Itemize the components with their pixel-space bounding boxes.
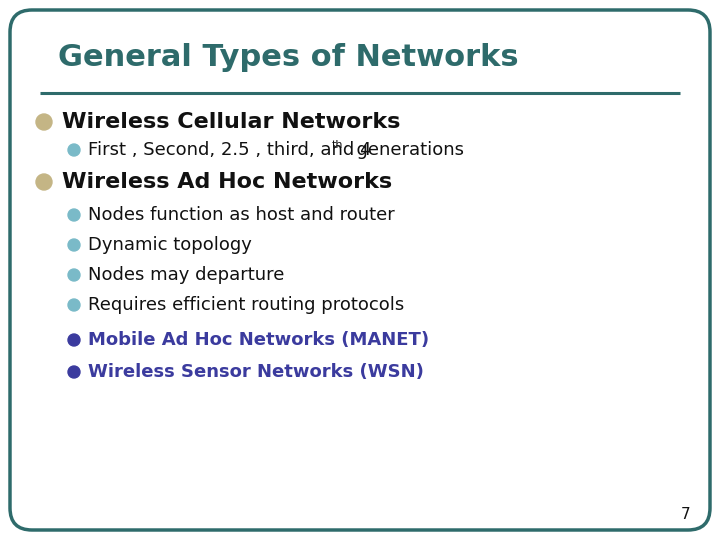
Text: generations: generations [345, 141, 464, 159]
Circle shape [68, 334, 80, 346]
Circle shape [36, 114, 52, 130]
Text: Requires efficient routing protocols: Requires efficient routing protocols [88, 296, 404, 314]
Text: Wireless Sensor Networks (WSN): Wireless Sensor Networks (WSN) [88, 363, 424, 381]
Text: Wireless Ad Hoc Networks: Wireless Ad Hoc Networks [62, 172, 392, 192]
Text: First , Second, 2.5 , third, and 4: First , Second, 2.5 , third, and 4 [88, 141, 372, 159]
Circle shape [68, 144, 80, 156]
Circle shape [68, 209, 80, 221]
Text: th: th [332, 140, 343, 150]
Circle shape [68, 299, 80, 311]
Text: Dynamic topology: Dynamic topology [88, 236, 252, 254]
Text: Wireless Cellular Networks: Wireless Cellular Networks [62, 112, 400, 132]
Text: General Types of Networks: General Types of Networks [58, 43, 518, 72]
Text: 7: 7 [680, 507, 690, 522]
Circle shape [68, 269, 80, 281]
Text: Mobile Ad Hoc Networks (MANET): Mobile Ad Hoc Networks (MANET) [88, 331, 429, 349]
FancyBboxPatch shape [10, 10, 710, 530]
Circle shape [36, 174, 52, 190]
Circle shape [68, 366, 80, 378]
Circle shape [68, 239, 80, 251]
Text: Nodes may departure: Nodes may departure [88, 266, 284, 284]
Text: Nodes function as host and router: Nodes function as host and router [88, 206, 395, 224]
